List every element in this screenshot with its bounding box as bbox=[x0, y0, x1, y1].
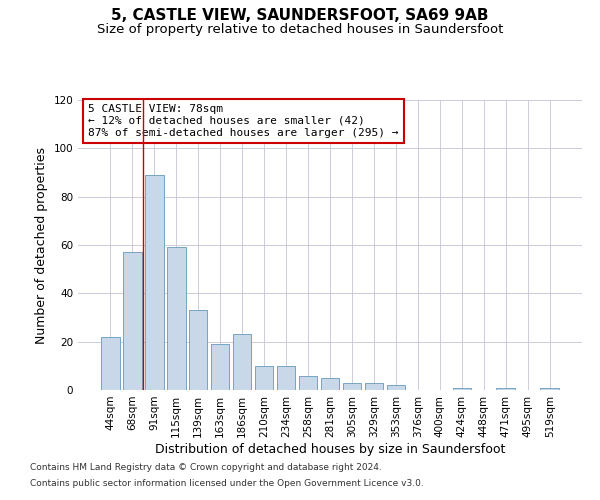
Bar bbox=[167, 248, 185, 390]
Text: 5 CASTLE VIEW: 78sqm
← 12% of detached houses are smaller (42)
87% of semi-detac: 5 CASTLE VIEW: 78sqm ← 12% of detached h… bbox=[88, 104, 398, 138]
Bar bbox=[189, 310, 208, 390]
Bar bbox=[101, 337, 119, 390]
Bar bbox=[541, 388, 559, 390]
Text: Contains HM Land Registry data © Crown copyright and database right 2024.: Contains HM Land Registry data © Crown c… bbox=[30, 464, 382, 472]
Bar bbox=[320, 378, 340, 390]
Bar bbox=[123, 252, 142, 390]
Bar bbox=[233, 334, 251, 390]
Bar bbox=[496, 388, 515, 390]
Y-axis label: Number of detached properties: Number of detached properties bbox=[35, 146, 48, 344]
Bar bbox=[386, 385, 405, 390]
Bar bbox=[343, 383, 361, 390]
Text: Contains public sector information licensed under the Open Government Licence v3: Contains public sector information licen… bbox=[30, 478, 424, 488]
Text: Distribution of detached houses by size in Saundersfoot: Distribution of detached houses by size … bbox=[155, 442, 505, 456]
Bar bbox=[145, 175, 164, 390]
Text: Size of property relative to detached houses in Saundersfoot: Size of property relative to detached ho… bbox=[97, 22, 503, 36]
Bar bbox=[211, 344, 229, 390]
Bar bbox=[277, 366, 295, 390]
Bar bbox=[299, 376, 317, 390]
Bar bbox=[452, 388, 471, 390]
Bar bbox=[255, 366, 274, 390]
Bar bbox=[365, 383, 383, 390]
Text: 5, CASTLE VIEW, SAUNDERSFOOT, SA69 9AB: 5, CASTLE VIEW, SAUNDERSFOOT, SA69 9AB bbox=[111, 8, 489, 22]
